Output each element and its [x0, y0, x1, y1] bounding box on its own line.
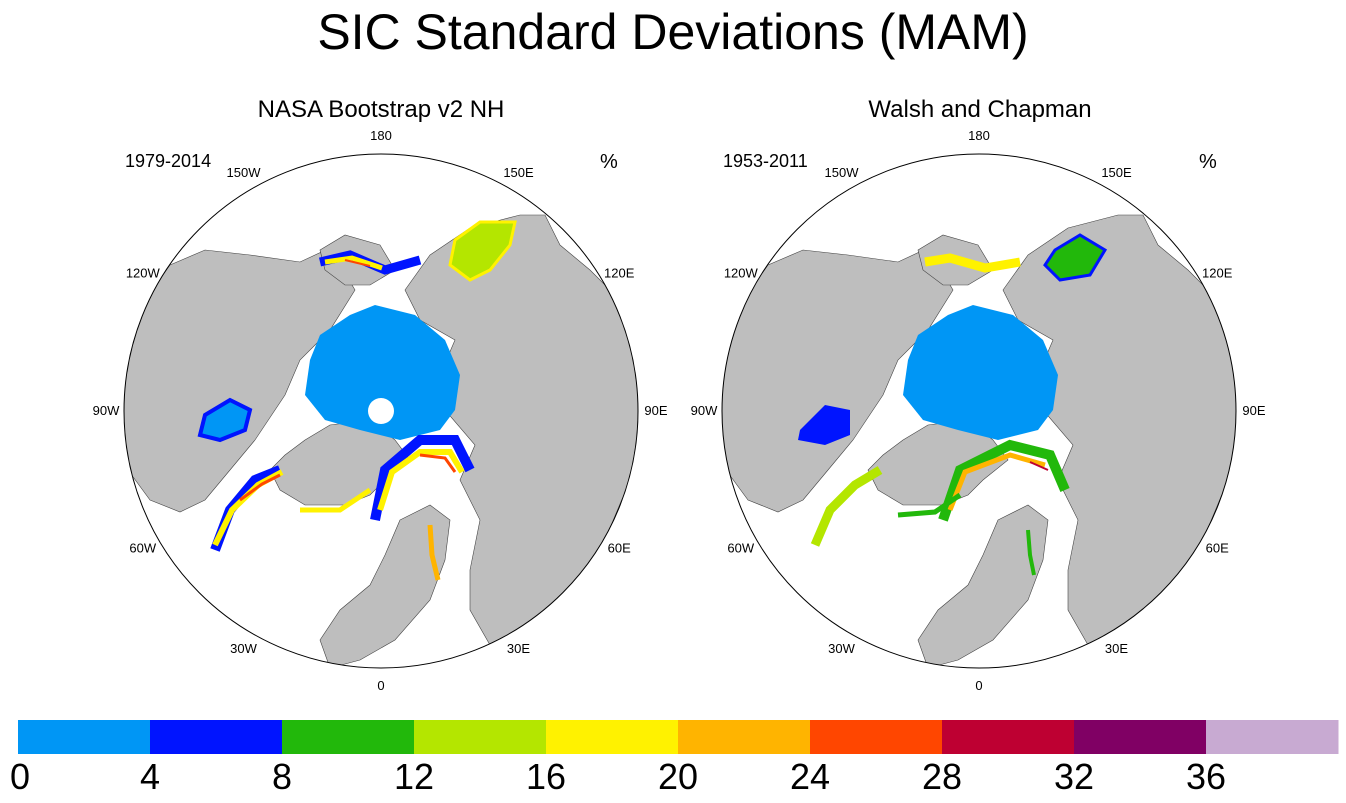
map-right — [722, 154, 1236, 668]
longitude-label: 60E — [1206, 541, 1229, 556]
ice-barents-band — [370, 435, 475, 521]
colorbar-tick-label: 8 — [271, 756, 293, 797]
ice-barents-band-r — [938, 439, 1070, 522]
longitude-label: 90E — [644, 403, 667, 418]
colorbar-tick-label: 32 — [1053, 756, 1095, 797]
colorbar-swatch — [546, 720, 679, 754]
ice-central-arctic — [305, 305, 460, 440]
longitude-label: 150W — [825, 165, 860, 180]
longitude-label: 180 — [370, 128, 392, 143]
pole-hole — [368, 398, 394, 424]
longitude-label: 90E — [1242, 403, 1265, 418]
ice-bering-r — [924, 253, 1021, 273]
ice-barents-core-r — [1029, 461, 1049, 471]
longitude-label: 120E — [604, 266, 635, 281]
colorbar-swatch — [810, 720, 943, 754]
ice-central-arctic-r — [903, 305, 1058, 440]
longitude-label: 60W — [727, 541, 754, 556]
colorbar-swatch — [150, 720, 283, 754]
colorbar-tick-label: 12 — [393, 756, 435, 797]
colorbar-tick-label: 28 — [921, 756, 963, 797]
period-label-left: 1979-2014 — [125, 151, 212, 171]
land-north-america — [124, 247, 356, 513]
ice-baltic-r — [1026, 529, 1036, 576]
ice-labrador-band-r — [810, 466, 883, 547]
map-right-border — [721, 153, 1237, 669]
longitude-label: 150E — [503, 165, 534, 180]
longitude-labels-left: 180 150E 120E 90E 60E 30E 0 30W 60W 90W 120W 150W — [93, 128, 668, 693]
longitude-label: 120E — [1202, 266, 1233, 281]
colorbar-tick-label: 24 — [789, 756, 831, 797]
ice-east-greenland-r — [897, 492, 962, 518]
ice-east-greenland — [300, 487, 372, 513]
colorbar-tick-label: 36 — [1185, 756, 1227, 797]
ice-barents-high — [377, 449, 465, 511]
ice-bering-high — [324, 255, 383, 271]
figure-title: SIC Standard Deviations (MAM) — [317, 4, 1029, 60]
land-north-america-r — [722, 247, 954, 513]
colorbar-swatch — [678, 720, 811, 754]
ice-bering-core — [344, 259, 371, 267]
ice-hudson-bay — [197, 397, 253, 443]
colorbar — [18, 720, 1339, 754]
longitude-label: 30E — [507, 641, 530, 656]
colorbar-swatch — [1206, 720, 1339, 754]
land-europe-r — [917, 504, 1049, 668]
longitude-label: 60W — [129, 541, 156, 556]
ice-barents-core — [419, 453, 457, 473]
colorbar-tick-label: 20 — [657, 756, 699, 797]
units-label-right: % — [1199, 151, 1217, 173]
longitude-label: 0 — [377, 678, 384, 693]
colorbar-swatch — [1074, 720, 1207, 754]
colorbar-tick-label: 4 — [139, 756, 161, 797]
longitude-label: 30W — [828, 641, 855, 656]
map-left-border — [123, 153, 639, 669]
longitude-label: 0 — [975, 678, 982, 693]
colorbar-swatch — [18, 720, 151, 754]
longitude-label: 30E — [1105, 641, 1128, 656]
map-left — [124, 154, 638, 668]
ice-baltic — [427, 524, 441, 581]
colorbar-swatch — [414, 720, 547, 754]
longitude-labels-right: 180 150E 120E 90E 60E 30E 0 30W 60W 90W 120W 150W — [691, 128, 1266, 693]
ice-hudson-bay-r — [798, 405, 850, 445]
colorbar-tick-label: 0 — [9, 756, 31, 797]
ice-okhotsk-r — [1043, 233, 1108, 282]
longitude-label: 180 — [968, 128, 990, 143]
period-label-right: 1953-2011 — [723, 151, 808, 171]
longitude-label: 150E — [1101, 165, 1132, 180]
units-label-left: % — [600, 151, 618, 173]
ice-okhotsk — [448, 220, 517, 282]
ice-labrador-core — [239, 473, 281, 502]
longitude-label: 150W — [227, 165, 262, 180]
land-europe — [319, 504, 451, 668]
panel-title-left: NASA Bootstrap v2 NH — [257, 96, 505, 123]
longitude-label: 90W — [93, 403, 120, 418]
colorbar-swatch — [942, 720, 1075, 754]
longitude-label: 30W — [230, 641, 257, 656]
colorbar-swatch — [282, 720, 415, 754]
ice-barents-high-r — [947, 452, 1046, 511]
longitude-label: 120W — [724, 266, 759, 281]
colorbar-tick-label: 16 — [525, 756, 567, 797]
panel-title-right: Walsh and Chapman — [868, 96, 1092, 123]
longitude-label: 120W — [126, 266, 161, 281]
longitude-label: 90W — [691, 403, 718, 418]
longitude-label: 60E — [608, 541, 631, 556]
